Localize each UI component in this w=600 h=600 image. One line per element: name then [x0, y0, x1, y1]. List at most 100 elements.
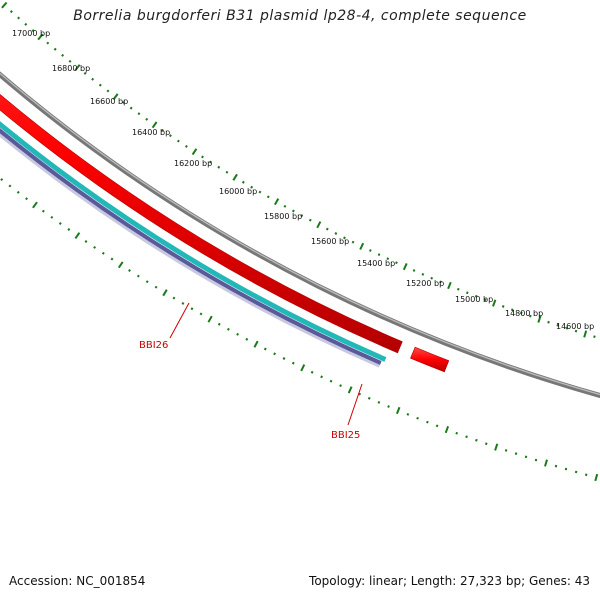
major-tick	[274, 198, 280, 206]
minor-tick	[387, 405, 390, 408]
minor-tick	[16, 190, 20, 194]
major-tick	[74, 232, 81, 239]
minor-tick	[145, 280, 149, 284]
major-tick	[594, 473, 599, 482]
minor-tick	[68, 59, 72, 63]
minor-tick	[67, 228, 71, 231]
minor-tick	[547, 320, 550, 324]
major-tick	[117, 261, 124, 269]
minor-tick	[17, 16, 21, 20]
major-tick	[162, 289, 168, 297]
minor-tick	[455, 431, 459, 435]
backbone-arc	[0, 71, 600, 399]
gene-leader-bbi26	[169, 302, 190, 339]
minor-tick	[225, 170, 229, 174]
minor-tick	[106, 89, 110, 93]
minor-tick	[358, 392, 362, 396]
minor-tick	[83, 71, 87, 75]
forward-feature-small-arrow[interactable]	[410, 346, 450, 373]
major-tick	[583, 330, 588, 338]
minor-tick	[426, 420, 429, 424]
minor-tick	[483, 298, 487, 302]
minor-tick	[283, 204, 287, 208]
minor-tick	[534, 458, 538, 462]
reverse-feature-purple[interactable]	[0, 0, 382, 365]
scale-label: 14600 bp	[556, 322, 594, 331]
minor-tick	[368, 249, 372, 252]
scale-label: 16200 bp	[174, 159, 212, 168]
major-tick	[32, 201, 38, 209]
reverse-feature-cyan[interactable]	[0, 0, 387, 362]
minor-tick	[24, 22, 28, 26]
minor-tick	[145, 117, 149, 121]
minor-tick	[184, 144, 188, 148]
scale-label: 15600 bp	[311, 237, 349, 246]
gene-label-bbi25[interactable]: BBI25	[331, 430, 360, 441]
minor-tick	[292, 209, 295, 213]
minor-tick	[475, 438, 478, 442]
minor-tick	[406, 413, 410, 416]
scale-label: 15000 bp	[455, 295, 493, 304]
outer-scale-ring	[1, 1, 596, 338]
major-tick	[253, 340, 259, 348]
major-tick	[544, 459, 548, 467]
scale-labels: 17000 bp 16800 bp 16600 bp 16400 bp 16200 bp…	[12, 29, 594, 331]
minor-tick	[245, 337, 249, 341]
minor-tick	[137, 112, 141, 116]
minor-tick	[0, 178, 4, 182]
minor-tick	[351, 240, 355, 244]
minor-tick	[565, 326, 569, 330]
minor-tick	[31, 29, 35, 33]
minor-tick	[258, 190, 262, 194]
minor-tick	[121, 100, 125, 104]
summary-text: Topology: linear; Length: 27,323 bp; Gen…	[309, 574, 590, 588]
minor-tick	[416, 416, 419, 420]
minor-tick	[9, 10, 13, 14]
major-tick	[1, 1, 8, 9]
scale-label: 17000 bp	[12, 29, 50, 38]
minor-tick	[84, 240, 88, 243]
gene-label-bbi26[interactable]: BBI26	[139, 340, 168, 351]
minor-tick	[181, 301, 185, 305]
minor-tick	[412, 269, 416, 272]
minor-tick	[236, 332, 239, 336]
minor-tick	[310, 370, 314, 374]
major-tick	[37, 33, 44, 41]
minor-tick	[564, 467, 568, 471]
minor-tick	[519, 311, 523, 315]
minor-tick	[367, 396, 371, 400]
minor-tick	[524, 455, 528, 459]
minor-tick	[199, 312, 203, 316]
major-tick	[191, 148, 198, 156]
minor-tick	[329, 379, 333, 383]
minor-tick	[217, 165, 221, 169]
scale-label: 16800 bp	[52, 64, 90, 73]
major-tick	[402, 262, 408, 271]
backbone-arc-highlight	[0, 72, 600, 396]
major-tick	[316, 221, 322, 229]
minor-tick	[176, 139, 180, 143]
minor-tick	[554, 464, 558, 468]
minor-tick	[484, 442, 488, 446]
minor-tick	[574, 329, 578, 333]
minor-tick	[263, 347, 267, 351]
minor-tick	[50, 215, 54, 219]
major-tick	[112, 93, 119, 101]
minor-tick	[377, 253, 381, 257]
minor-tick	[435, 424, 439, 428]
inner-scale-ring	[0, 178, 599, 482]
scale-label: 15400 bp	[357, 259, 395, 268]
minor-tick	[46, 41, 50, 45]
minor-tick	[514, 452, 518, 456]
major-tick	[492, 299, 497, 307]
major-tick	[74, 64, 81, 71]
minor-tick	[241, 180, 245, 184]
minor-tick	[593, 335, 596, 338]
forward-feature-bar[interactable]	[0, 0, 403, 354]
minor-tick	[474, 294, 478, 298]
minor-tick	[91, 77, 95, 81]
scale-label: 16600 bp	[90, 97, 128, 106]
major-tick	[207, 315, 213, 323]
minor-tick	[556, 323, 560, 327]
